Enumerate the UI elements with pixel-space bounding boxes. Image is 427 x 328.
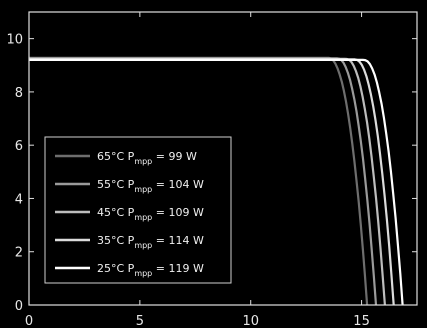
series-line-25c (29, 58, 404, 306)
y-tick-label: 8 (15, 86, 23, 101)
legend-label-25c: 25°C Pmpp = 119 W (97, 262, 204, 278)
legend-box (44, 136, 232, 284)
x-tick-label: 5 (136, 314, 144, 328)
legend-label-65c: 65°C Pmpp = 99 W (97, 150, 197, 166)
x-tick-label: 15 (353, 314, 370, 328)
legend: 65°C Pmpp = 99 W 55°C Pmpp = 104 W 45°C Pm… (44, 136, 232, 284)
series-lines (29, 56, 404, 306)
x-tick-label: 0 (25, 314, 33, 328)
legend-label-45c: 45°C Pmpp = 109 W (97, 206, 204, 222)
plot-frame (28, 11, 418, 306)
y-tick-label: 6 (15, 139, 23, 154)
legend-label-55c: 55°C Pmpp = 104 W (97, 178, 204, 194)
y-tick-label: 0 (15, 299, 23, 314)
y-tick-label: 2 (15, 246, 23, 261)
y-tick-label: 10 (6, 33, 23, 48)
y-tick-label: 4 (15, 192, 23, 207)
legend-label-35c: 35°C Pmpp = 114 W (97, 234, 204, 250)
axes: 0 5 10 15 0 2 4 6 8 10 (6, 11, 418, 328)
x-tick-label: 10 (242, 314, 259, 328)
